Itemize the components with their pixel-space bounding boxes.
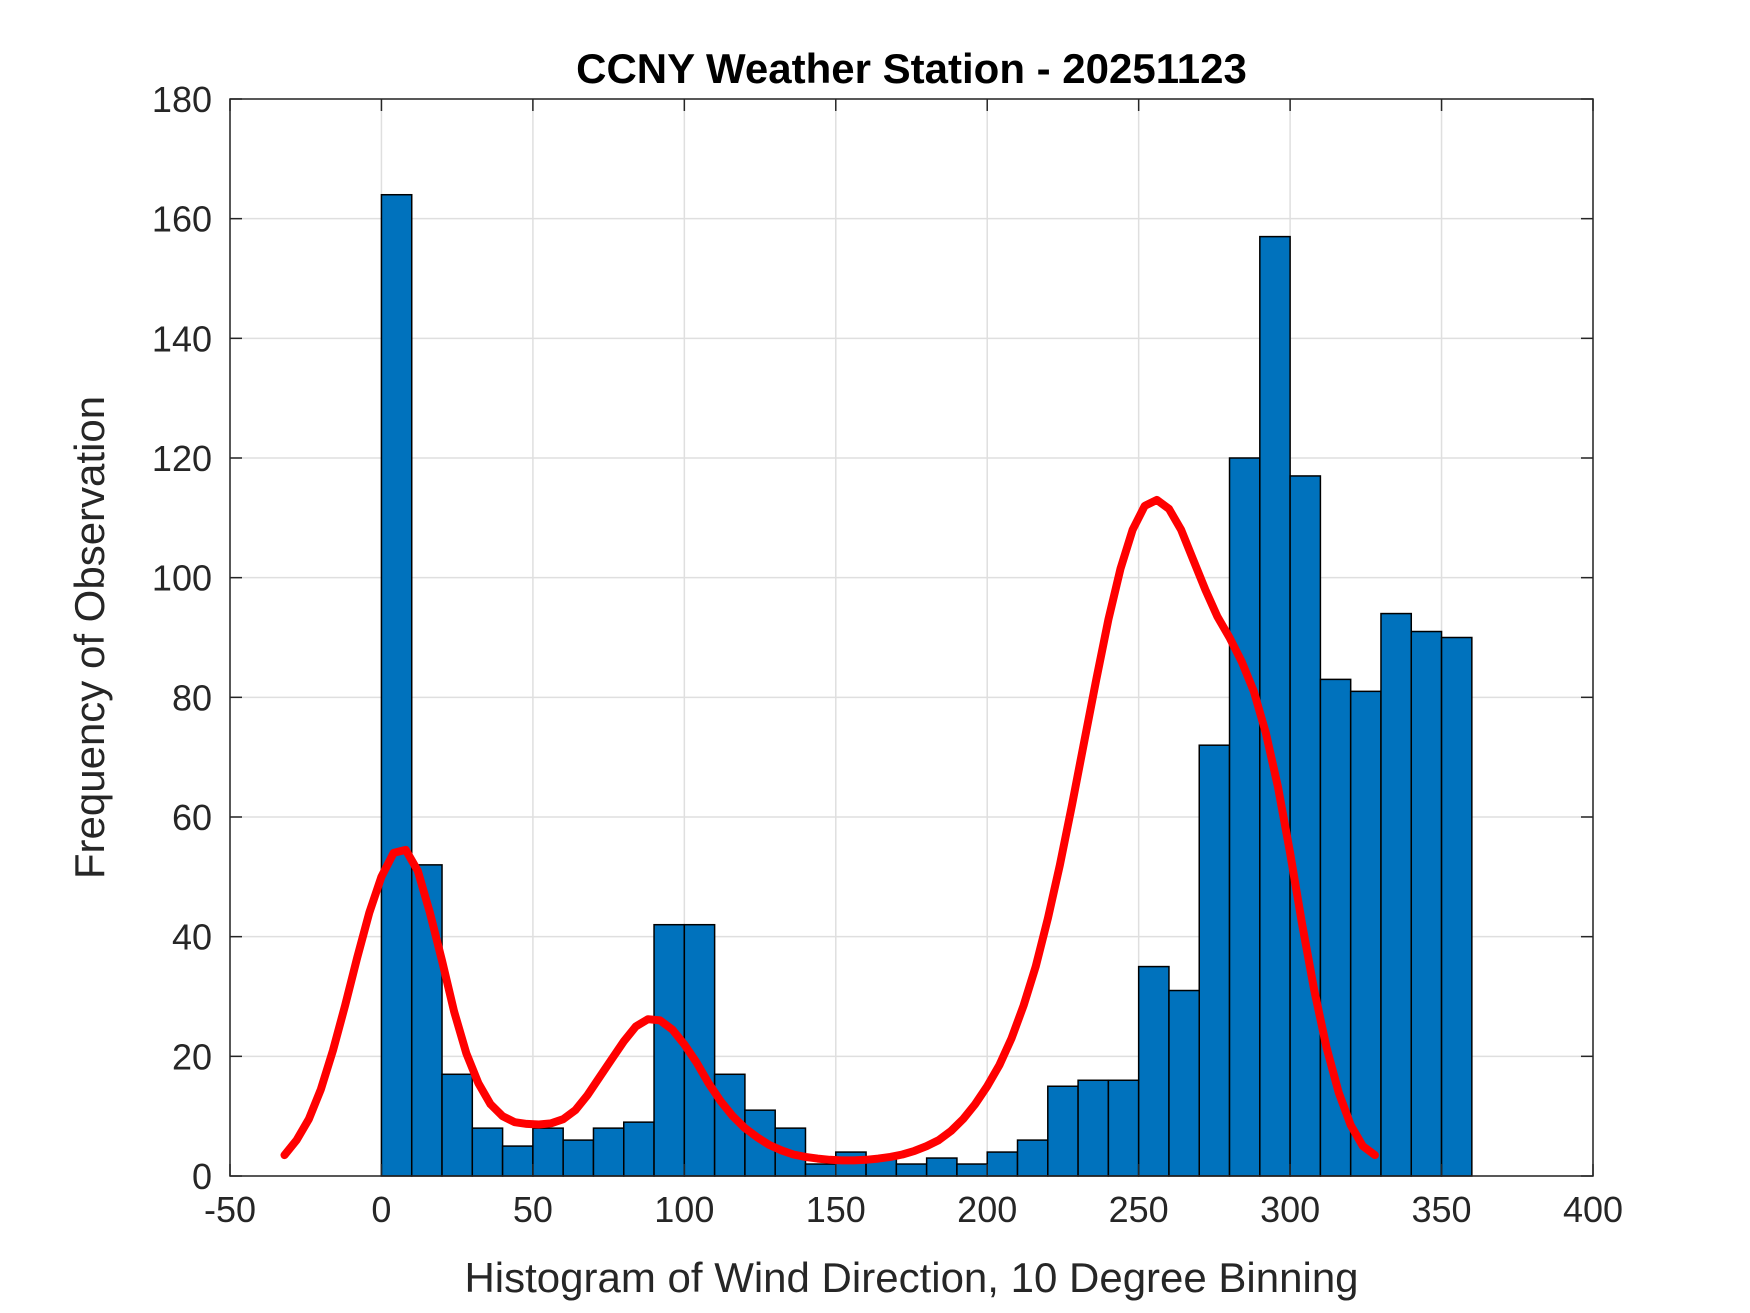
- x-tick-label: 100: [654, 1189, 714, 1230]
- y-tick-label: 60: [172, 797, 212, 838]
- density-fit-line: [280, 495, 1379, 1165]
- histogram-bar: [1077, 1079, 1110, 1177]
- histogram-bar: [592, 1127, 625, 1177]
- y-tick-label: 80: [172, 677, 212, 718]
- histogram-bar: [1047, 1085, 1079, 1177]
- y-axis-label: Frequency of Observation: [66, 396, 113, 879]
- x-tick-label: 150: [806, 1189, 866, 1230]
- histogram-bar: [501, 1145, 534, 1177]
- fit-curve-layer: [280, 495, 1379, 1165]
- x-tick-labels: -50 0 50 100 150 200 250 300 350 400: [204, 1189, 1623, 1230]
- histogram-bar: [1440, 636, 1473, 1177]
- y-tick-label: 180: [152, 79, 212, 120]
- histogram-bar: [623, 1121, 655, 1177]
- histogram-bar: [653, 923, 686, 1177]
- histogram-bar: [895, 1163, 928, 1177]
- histogram-bar: [1289, 475, 1322, 1177]
- histogram-bar: [532, 1127, 564, 1177]
- x-tick-label: 50: [513, 1189, 553, 1230]
- histogram-bar: [1107, 1079, 1140, 1177]
- x-tick-label: -50: [204, 1189, 256, 1230]
- y-tick-label: 100: [152, 558, 212, 599]
- x-tick-label: 0: [371, 1189, 391, 1230]
- plot-area-frame: [229, 98, 1594, 1177]
- histogram-bar: [1016, 1139, 1049, 1177]
- histogram-bar: [956, 1163, 988, 1177]
- histogram-bar: [1198, 744, 1231, 1177]
- chart-title: CCNY Weather Station - 20251123: [576, 45, 1247, 92]
- histogram-bar: [1228, 457, 1261, 1177]
- y-tick-label: 20: [172, 1036, 212, 1077]
- y-tick-label: 120: [152, 438, 212, 479]
- histogram-bar: [1137, 965, 1170, 1177]
- y-tick-label: 0: [192, 1156, 212, 1197]
- histogram-bar: [1410, 630, 1443, 1177]
- histogram-bars: [380, 193, 1473, 1177]
- y-tick-label: 40: [172, 917, 212, 958]
- histogram-bar: [1259, 235, 1291, 1177]
- histogram-bar: [1349, 690, 1382, 1177]
- histogram-bar: [804, 1163, 837, 1177]
- histogram-bar: [562, 1139, 595, 1177]
- x-tick-label: 300: [1260, 1189, 1320, 1230]
- histogram-bar: [441, 1073, 474, 1177]
- x-axis-label: Histogram of Wind Direction, 10 Degree B…: [464, 1254, 1358, 1301]
- y-tick-label: 160: [152, 199, 212, 240]
- y-tick-label: 140: [152, 318, 212, 359]
- x-tick-label: 350: [1412, 1189, 1472, 1230]
- x-tick-label: 250: [1109, 1189, 1169, 1230]
- x-tick-label: 400: [1563, 1189, 1623, 1230]
- axis-ticks: [229, 98, 1594, 1177]
- histogram-bar: [380, 193, 413, 1177]
- histogram-bar: [986, 1151, 1019, 1177]
- histogram-bar: [471, 1127, 504, 1177]
- y-tick-labels: 0 20 40 60 80 100 120 140 160 180: [152, 79, 212, 1197]
- x-tick-label: 200: [957, 1189, 1017, 1230]
- histogram-bar: [925, 1157, 958, 1177]
- histogram-bar: [1168, 989, 1200, 1177]
- histogram-bar: [1380, 612, 1413, 1177]
